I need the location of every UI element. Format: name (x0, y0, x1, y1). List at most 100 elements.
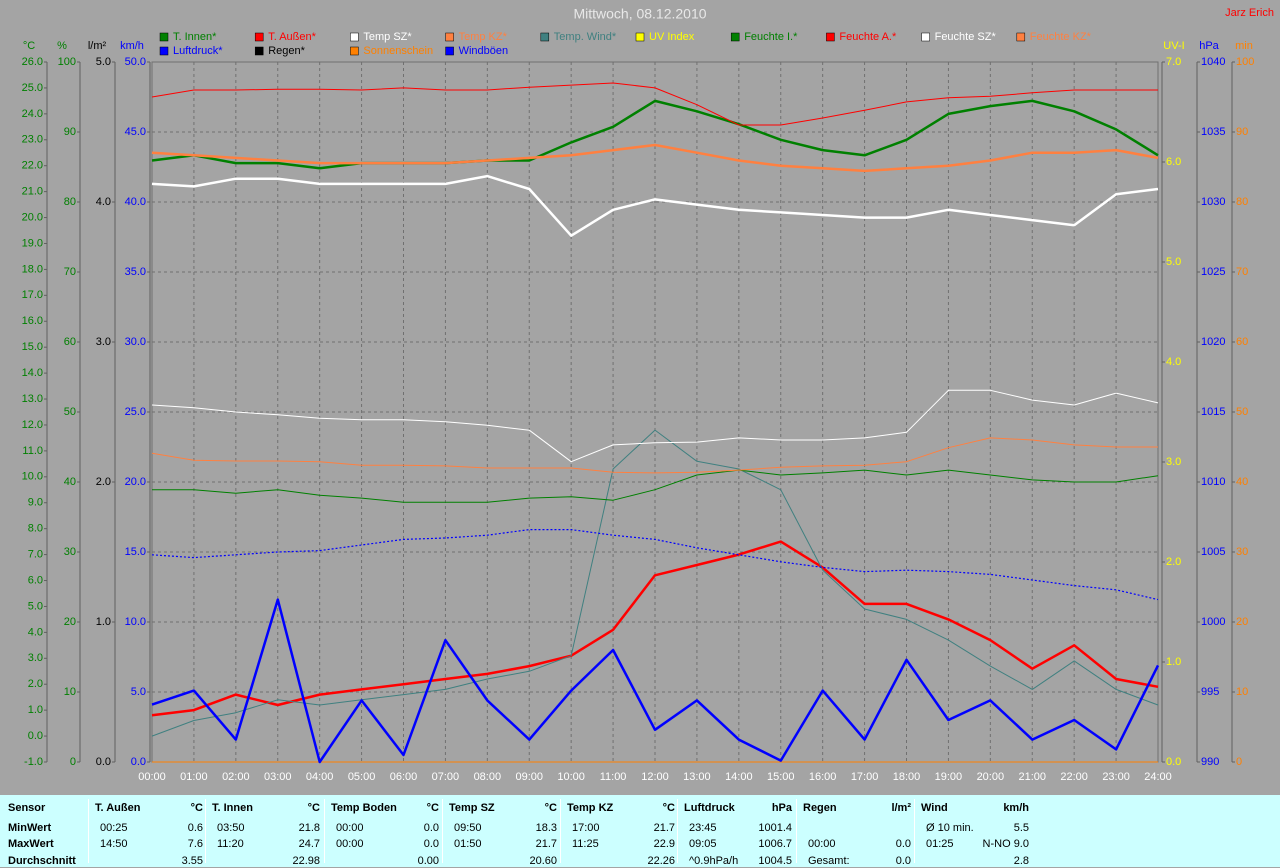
y-tick-label: 15.0 (125, 546, 146, 558)
cell-time: 00:00 (808, 838, 836, 850)
column-header: Wind (921, 802, 948, 814)
y-tick-label: 2.0 (28, 678, 43, 690)
y-tick-label: 3.0 (96, 336, 111, 348)
x-tick-label: 08:00 (474, 771, 502, 783)
y-tick-label: 3.0 (1166, 456, 1181, 468)
x-tick-label: 20:00 (977, 771, 1005, 783)
x-tick-label: 24:00 (1144, 771, 1172, 783)
x-tick-label: 11:00 (600, 771, 627, 783)
legend-label: UV Index (649, 31, 695, 43)
column-header: Temp SZ (449, 802, 495, 814)
y-tick-label: 0 (70, 756, 76, 768)
chart-title: Mittwoch, 08.12.2010 (573, 6, 706, 22)
x-tick-label: 13:00 (683, 771, 711, 783)
y-tick-label: 40.0 (125, 196, 146, 208)
y-tick-label: 45.0 (125, 126, 146, 138)
cell-value: 20.60 (529, 855, 557, 867)
column-separator (914, 799, 915, 863)
y-tick-label: 10.0 (22, 471, 43, 483)
series-line (151, 540, 1159, 717)
x-tick-label: 01:00 (180, 771, 208, 783)
cell-time: 11:20 (217, 838, 244, 850)
cell-value: 0.00 (417, 855, 439, 867)
y-tick-label: 60 (64, 336, 76, 348)
y-tick-label: 7.0 (1166, 56, 1181, 68)
column-separator (88, 799, 89, 863)
cell-time: Gesamt: (808, 855, 850, 867)
legend-label: Windböen (459, 45, 509, 57)
y-tick-label: 6.0 (28, 574, 43, 586)
y-tick-label: 10 (64, 686, 76, 698)
cell-time: ^0.9hPa/h (689, 855, 739, 867)
legend-label: Feuchte I.* (744, 31, 798, 43)
x-tick-label: 22:00 (1060, 771, 1088, 783)
y-tick-label: 995 (1201, 686, 1219, 698)
axis-unit: °C (23, 40, 35, 52)
series-line (151, 82, 1158, 126)
legend-label: Temp KZ* (459, 31, 508, 43)
y-tick-label: 16.0 (22, 315, 43, 327)
y-tick-label: 0.0 (1166, 756, 1181, 768)
legend-label: Temp SZ* (363, 31, 412, 43)
y-tick-label: 90 (64, 126, 76, 138)
cell-time: 03:50 (217, 822, 245, 834)
legend-swatch (159, 46, 169, 56)
legend-label: Feuchte KZ* (1030, 31, 1092, 43)
y-tick-label: 11.0 (22, 445, 43, 457)
cell-value: 0.0 (895, 838, 911, 850)
column-unit: km/h (1003, 802, 1029, 814)
column-separator (677, 799, 678, 863)
cell-value: 5.5 (1013, 822, 1029, 834)
cell-time: 01:50 (454, 838, 482, 850)
cell-time: 14:50 (100, 838, 128, 850)
column-header: T. Innen (212, 802, 253, 814)
y-tick-label: 5.0 (1166, 256, 1181, 268)
x-tick-label: 14:00 (725, 771, 753, 783)
legend-swatch (445, 46, 454, 56)
y-tick-label: 12.0 (22, 419, 43, 431)
legend-label: Feuchte SZ* (935, 31, 997, 43)
cell-value: N-NO 9.0 (982, 838, 1029, 850)
cell-value: 1006.7 (758, 838, 792, 850)
x-tick-label: 18:00 (893, 771, 921, 783)
legend-label: Regen* (268, 45, 305, 57)
column-unit: °C (426, 802, 439, 814)
legend-swatch (350, 32, 359, 42)
y-tick-label: 2.0 (96, 476, 111, 488)
x-tick-label: 10:00 (557, 771, 585, 783)
cell-value: 22.98 (292, 855, 320, 867)
series-line (151, 437, 1158, 474)
x-tick-label: 21:00 (1018, 771, 1046, 783)
column-unit: hPa (771, 802, 792, 814)
column-header: Luftdruck (684, 802, 735, 814)
column-separator (560, 799, 561, 863)
cell-value: 22.9 (653, 838, 675, 850)
y-tick-label: 1.0 (28, 704, 43, 716)
series-line (151, 529, 1159, 601)
legend-label: T. Außen* (268, 31, 316, 43)
chart: Mittwoch, 08.12.2010 Jarz Erich 00:00 01:… (22, 6, 1274, 783)
x-tick-label: 05:00 (348, 771, 376, 783)
cell-time: 01:25 (926, 838, 954, 850)
legend-swatch (540, 32, 550, 42)
y-tick-label: 30 (64, 546, 76, 558)
y-tick-label: 1030 (1201, 196, 1225, 208)
credit: Jarz Erich (1225, 7, 1274, 19)
table-corner: Sensor (8, 802, 46, 814)
cell-time: 17:00 (572, 822, 600, 834)
x-tick-label: 06:00 (390, 771, 418, 783)
y-tick-label: 70 (1236, 266, 1248, 278)
y-tick-label: 60 (1236, 336, 1248, 348)
cell-value: 7.6 (187, 838, 203, 850)
legend-label: Luftdruck* (173, 45, 223, 57)
y-tick-label: 2.0 (1166, 556, 1181, 568)
y-tick-label: 1000 (1201, 616, 1225, 628)
series-line (151, 598, 1160, 764)
legend-label: Temp. Wind* (554, 31, 617, 43)
cell-time: 09:05 (689, 838, 717, 850)
axis-unit: hPa (1199, 40, 1219, 52)
cell-time: 00:00 (336, 838, 364, 850)
cell-value: 0.6 (187, 822, 203, 834)
legend-swatch (826, 32, 835, 42)
cell-value: 2.8 (1013, 855, 1029, 867)
